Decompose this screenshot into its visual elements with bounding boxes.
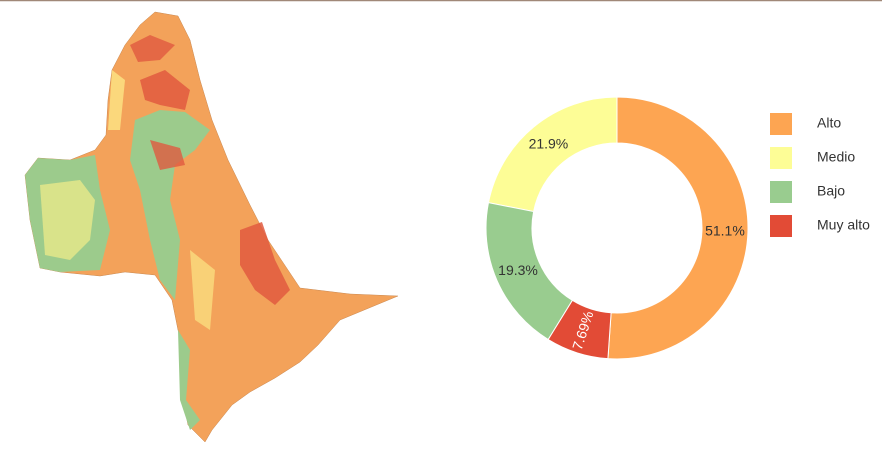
page: 51.1%21.9%19.3%7.69%AltoMedioBajoMuy alt… [0, 0, 882, 450]
legend-swatch [770, 113, 792, 135]
donut-slice [488, 97, 617, 212]
slice-label: 51.1% [705, 222, 745, 238]
map [25, 12, 398, 442]
slice-label: 21.9% [529, 135, 569, 151]
legend-swatch [770, 181, 792, 203]
legend-label: Muy alto [817, 217, 870, 233]
legend-swatch [770, 147, 792, 169]
chart: 51.1%21.9%19.3%7.69%AltoMedioBajoMuy alt… [0, 0, 882, 445]
legend-label: Medio [817, 149, 855, 165]
legend-swatch [770, 215, 792, 237]
legend-label: Alto [817, 115, 841, 131]
legend-label: Bajo [817, 183, 845, 199]
slice-label: 19.3% [498, 262, 538, 278]
